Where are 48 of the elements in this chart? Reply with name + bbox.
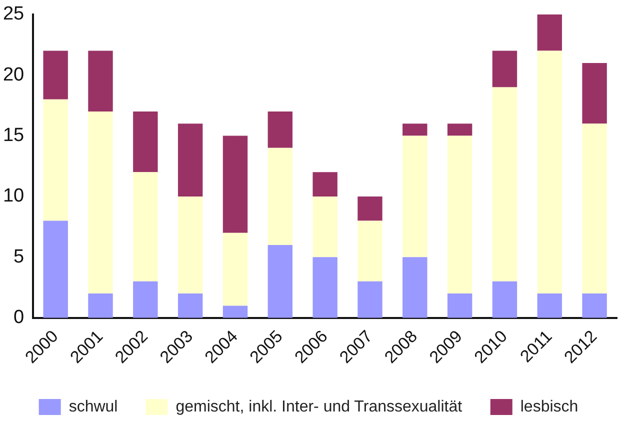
bar [268,245,293,318]
bar [43,220,68,318]
bar [358,281,382,318]
bar [492,50,518,88]
y-tick-label: 25 [2,4,24,25]
bar [88,50,113,112]
legend-label: schwul [68,398,118,416]
bar [447,136,472,294]
bar [402,136,428,258]
bar [537,50,562,294]
legend-label: gemischt, inkl. Inter- und Transsexualität [176,398,463,416]
bar [133,172,158,282]
bar [358,220,382,282]
bar [133,112,158,172]
bar [537,294,562,318]
bar [447,294,472,318]
bar [582,62,607,124]
bar [178,294,203,318]
bar [43,99,68,221]
bar [402,257,428,318]
bar [88,294,113,318]
bar [582,124,607,294]
bar [312,172,338,196]
bar [402,124,428,136]
y-tick-label: 0 [14,307,24,328]
bar [222,136,248,233]
bar [358,196,382,221]
bar [447,124,472,136]
bar [222,306,248,318]
bar [88,112,113,294]
bar [222,232,248,306]
bar [178,196,203,294]
bar [492,281,518,318]
bar [312,196,338,258]
legend-label: lesbisch [520,398,578,416]
y-tick-label: 20 [2,64,24,86]
y-tick-label: 5 [14,246,24,268]
bar [178,124,203,196]
bar [492,87,518,282]
bar [268,148,293,246]
bar [133,281,158,318]
bar [268,112,293,148]
y-tick-label: 15 [2,125,24,146]
bar [582,294,607,318]
bar [43,50,68,100]
bar [312,257,338,318]
y-tick-label: 10 [2,186,24,207]
bar [537,14,562,51]
